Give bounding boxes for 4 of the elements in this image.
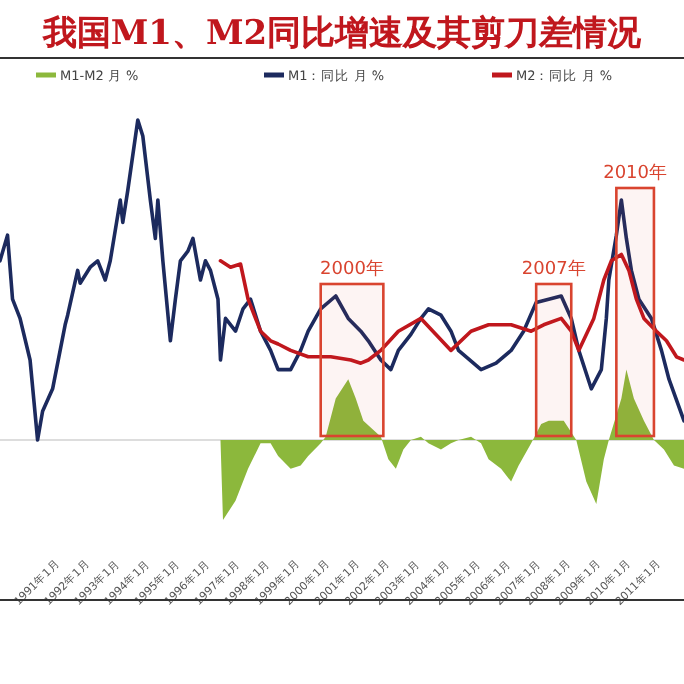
band-label: 2007年 bbox=[521, 258, 586, 280]
band-label: 2010年 bbox=[603, 162, 668, 184]
band-label: 2000年 bbox=[320, 258, 384, 280]
title: 我国M1、M2同比增速及其剪刀差情况 bbox=[42, 14, 642, 54]
